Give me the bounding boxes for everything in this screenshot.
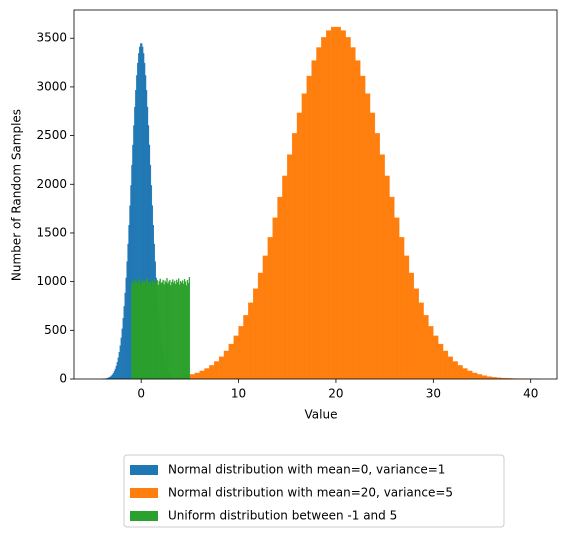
y-tick-label: 500 [44, 323, 67, 337]
histogram-bar [258, 273, 263, 379]
histogram-bar [414, 289, 419, 379]
histogram-bar [248, 303, 253, 379]
legend-label: Uniform distribution between -1 and 5 [168, 509, 397, 523]
y-tick-label: 2500 [36, 128, 67, 142]
histogram-bar [360, 76, 365, 379]
legend-swatch [130, 465, 158, 475]
histogram-bar [351, 47, 356, 379]
histogram-bar [282, 176, 287, 379]
histogram-bar [419, 303, 424, 379]
histogram-bar [263, 256, 268, 379]
histogram-bar [463, 368, 468, 379]
histogram-bar [458, 365, 463, 379]
histogram-bar [278, 197, 283, 379]
legend-label: Normal distribution with mean=20, varian… [168, 486, 453, 500]
histogram-bar [219, 357, 224, 379]
histogram-bar [477, 374, 482, 379]
histogram-bar [385, 176, 390, 379]
bars [102, 27, 540, 379]
histogram-bar [195, 373, 200, 379]
histogram-bar [273, 218, 278, 379]
histogram-bar [316, 47, 321, 379]
x-tick-label: 10 [231, 387, 246, 401]
histogram-bar [482, 376, 487, 379]
histogram-bar [331, 27, 336, 379]
histogram-bar [312, 61, 317, 379]
histogram-bar [404, 256, 409, 379]
histogram-bar [424, 315, 429, 379]
histogram-bar [355, 61, 360, 379]
x-tick-label: 20 [328, 387, 343, 401]
histogram-bar [239, 326, 244, 379]
histogram-bar [390, 197, 395, 379]
y-tick-label: 1500 [36, 225, 67, 239]
y-tick-label: 1000 [36, 274, 67, 288]
y-tick-label: 3500 [36, 31, 67, 45]
histogram-bar [307, 76, 312, 379]
histogram-bar [302, 94, 307, 379]
x-tick-label: 0 [137, 387, 145, 401]
histogram-bar [341, 31, 346, 379]
legend-swatch [130, 488, 158, 498]
histogram-bar [189, 277, 190, 379]
x-axis-label: Value [305, 408, 338, 422]
histogram-bar [399, 237, 404, 379]
histogram-bar [268, 237, 273, 379]
y-tick-label: 3000 [36, 79, 67, 93]
histogram-bar [336, 27, 341, 379]
histogram-bar [209, 365, 214, 379]
x-tick-label: 40 [523, 387, 538, 401]
histogram-bar [229, 344, 234, 379]
histogram-bar [287, 155, 292, 379]
histogram-bar [443, 351, 448, 379]
histogram-bar [190, 374, 195, 379]
legend-swatch [130, 511, 158, 521]
y-axis-label: Number of Random Samples [10, 109, 24, 281]
histogram-bar [370, 113, 375, 379]
histogram-bar [292, 133, 297, 379]
histogram-bar [375, 133, 380, 379]
histogram-bar [453, 361, 458, 379]
histogram-bar [204, 368, 209, 379]
x-tick-label: 30 [426, 387, 441, 401]
y-tick-label: 0 [59, 372, 67, 386]
histogram-bar [428, 326, 433, 379]
histogram-bar [243, 315, 248, 379]
histogram-bar [472, 373, 477, 379]
histogram-bar [224, 351, 229, 379]
y-tick-label: 2000 [36, 177, 67, 191]
histogram-bar [438, 344, 443, 379]
histogram-bar [234, 336, 239, 379]
histogram-bar [214, 361, 219, 379]
histogram-bar [253, 289, 258, 379]
histogram-bar [380, 155, 385, 379]
histogram-bar [297, 113, 302, 379]
histogram-bar [326, 31, 331, 379]
histogram-bar [346, 37, 351, 379]
histogram-bar [394, 218, 399, 379]
histogram-bar [467, 371, 472, 379]
histogram-bar [365, 94, 370, 379]
histogram-bar [448, 357, 453, 379]
histogram-bar [409, 273, 414, 379]
legend-label: Normal distribution with mean=0, varianc… [168, 463, 445, 477]
histogram-bar [321, 37, 326, 379]
histogram-bar [433, 336, 438, 379]
histogram-bar [200, 371, 205, 379]
